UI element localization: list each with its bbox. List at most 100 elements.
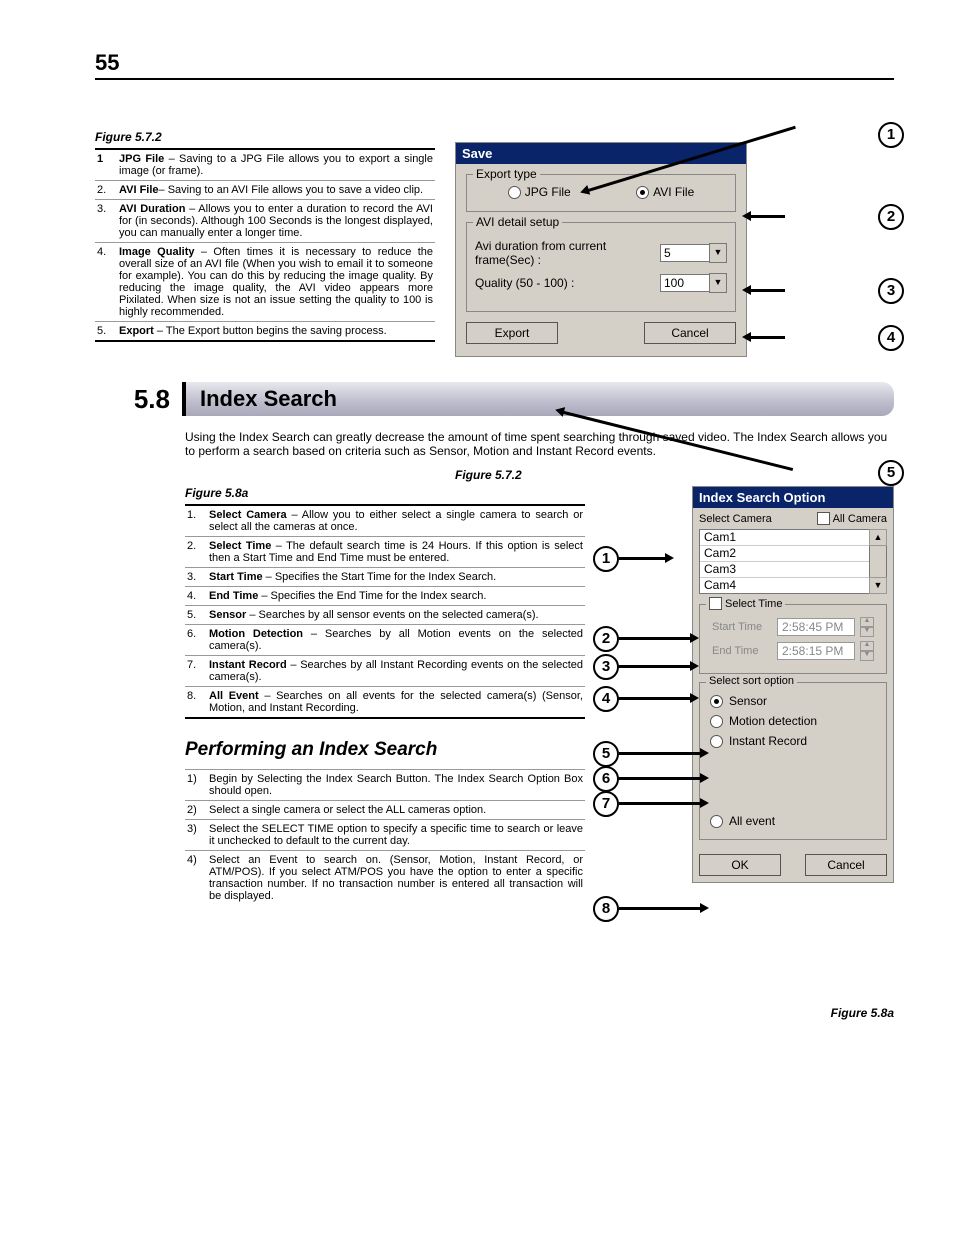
allevent-radio[interactable]: All event bbox=[706, 811, 880, 831]
callout-arrow bbox=[619, 557, 669, 560]
avi-detail-group: AVI detail setup Avi duration from curre… bbox=[466, 222, 736, 312]
callout-badge: 8 bbox=[593, 896, 619, 922]
callout-arrow bbox=[619, 752, 704, 755]
callout-badge: 3 bbox=[878, 278, 904, 304]
dropdown-icon[interactable]: ▼ bbox=[709, 243, 727, 263]
section-header: 5.8 Index Search bbox=[95, 382, 894, 416]
dialog-title: Index Search Option bbox=[693, 487, 893, 508]
group-legend: Select sort option bbox=[706, 675, 797, 687]
index-search-dialog: Index Search Option Select Camera All Ca… bbox=[692, 486, 894, 883]
table-row: 1JPG File – Saving to a JPG File allows … bbox=[95, 150, 435, 180]
duration-label: Avi duration from current frame(Sec) : bbox=[475, 239, 615, 267]
list-item[interactable]: Cam3 bbox=[700, 562, 869, 578]
quality-input[interactable] bbox=[660, 274, 710, 292]
table-row: 7.Instant Record – Searches by all Insta… bbox=[185, 655, 585, 686]
list-item[interactable]: Cam2 bbox=[700, 546, 869, 562]
end-time-spinner[interactable]: ▲▼ bbox=[860, 641, 874, 661]
duration-input[interactable] bbox=[660, 244, 710, 262]
all-camera-checkbox[interactable] bbox=[817, 512, 830, 525]
list-item[interactable]: Cam4 bbox=[700, 578, 869, 593]
header-rule bbox=[95, 78, 894, 80]
motion-radio[interactable]: Motion detection bbox=[706, 711, 880, 731]
start-time-label: Start Time bbox=[712, 621, 772, 633]
group-legend: Export type bbox=[473, 167, 540, 181]
callout-badge: 5 bbox=[593, 741, 619, 767]
quality-combo[interactable]: ▼ bbox=[660, 273, 727, 293]
callout-arrow bbox=[619, 665, 694, 668]
list-item[interactable]: Cam1 bbox=[700, 530, 869, 546]
table-row: 3)Select the SELECT TIME option to speci… bbox=[185, 819, 585, 850]
table-row: 1.Select Camera – Allow you to either se… bbox=[185, 506, 585, 536]
table-row: 4)Select an Event to search on. (Sensor,… bbox=[185, 850, 585, 905]
subsection-header: Performing an Index Search bbox=[185, 739, 585, 761]
figure-label: Figure 5.7.2 bbox=[95, 130, 435, 144]
callout-arrow bbox=[747, 289, 785, 292]
callout-arrow bbox=[619, 802, 704, 805]
figure-caption: Figure 5.7.2 bbox=[455, 468, 522, 482]
start-time-spinner[interactable]: ▲▼ bbox=[860, 617, 874, 637]
dropdown-icon[interactable]: ▼ bbox=[709, 273, 727, 293]
end-time-value[interactable]: 2:58:15 PM bbox=[777, 642, 855, 660]
table-row: 3.Start Time – Specifies the Start Time … bbox=[185, 567, 585, 586]
right-column: Save Export type JPG File AVI File AVI d… bbox=[455, 130, 894, 342]
section-title: Index Search bbox=[182, 382, 894, 416]
table-row: 4.End Time – Specifies the End Time for … bbox=[185, 586, 585, 605]
cancel-button[interactable]: Cancel bbox=[644, 322, 736, 344]
lower-left-column: Figure 5.8a 1.Select Camera – Allow you … bbox=[185, 486, 585, 905]
all-camera-label: All Camera bbox=[833, 513, 887, 525]
camera-listbox[interactable]: Cam1 Cam2 Cam3 Cam4 ▲▼ bbox=[699, 529, 887, 594]
group-legend: AVI detail setup bbox=[473, 215, 562, 229]
sort-option-group: Select sort option Sensor Motion detecti… bbox=[699, 682, 887, 840]
quality-label: Quality (50 - 100) : bbox=[475, 276, 615, 290]
jpg-radio[interactable]: JPG File bbox=[508, 185, 571, 199]
select-time-checkbox[interactable] bbox=[709, 597, 722, 610]
callout-arrow bbox=[619, 637, 694, 640]
start-time-value[interactable]: 2:58:45 PM bbox=[777, 618, 855, 636]
callout-badge: 2 bbox=[593, 626, 619, 652]
duration-combo[interactable]: ▼ bbox=[660, 243, 727, 263]
export-type-group: Export type JPG File AVI File bbox=[466, 174, 736, 212]
table-row: 2)Select a single camera or select the A… bbox=[185, 800, 585, 819]
callout-badge: 1 bbox=[878, 122, 904, 148]
cancel-button[interactable]: Cancel bbox=[805, 854, 887, 876]
table-row: 4.Image Quality – Often times it is nece… bbox=[95, 242, 435, 321]
scrollbar[interactable]: ▲▼ bbox=[870, 529, 887, 594]
callout-badge: 4 bbox=[593, 686, 619, 712]
sensor-radio[interactable]: Sensor bbox=[706, 691, 880, 711]
table-row: 3.AVI Duration – Allows you to enter a d… bbox=[95, 199, 435, 242]
lower-right-column: Index Search Option Select Camera All Ca… bbox=[601, 486, 894, 905]
ok-button[interactable]: OK bbox=[699, 854, 781, 876]
callout-arrow bbox=[619, 777, 704, 780]
definitions-table: 1.Select Camera – Allow you to either se… bbox=[185, 504, 585, 719]
callout-badge: 4 bbox=[878, 325, 904, 351]
steps-table: 1)Begin by Selecting the Index Search Bu… bbox=[185, 769, 585, 905]
select-time-group: Select Time Start Time 2:58:45 PM ▲▼ End… bbox=[699, 604, 887, 674]
page: 55 Figure 5.7.2 1JPG File – Saving to a … bbox=[0, 0, 954, 1235]
callout-arrow bbox=[747, 336, 785, 339]
table-row: 6.Motion Detection – Searches by all Mot… bbox=[185, 624, 585, 655]
definitions-table: 1JPG File – Saving to a JPG File allows … bbox=[95, 148, 435, 342]
save-dialog: Save Export type JPG File AVI File AVI d… bbox=[455, 142, 747, 357]
section-intro: Using the Index Search can greatly decre… bbox=[185, 430, 894, 458]
table-row: 2.AVI File– Saving to an AVI File allows… bbox=[95, 180, 435, 199]
callout-badge: 7 bbox=[593, 791, 619, 817]
end-time-label: End Time bbox=[712, 645, 772, 657]
select-camera-label: Select Camera bbox=[699, 513, 772, 525]
page-number: 55 bbox=[95, 50, 894, 76]
avi-radio[interactable]: AVI File bbox=[636, 185, 694, 199]
callout-badge: 3 bbox=[593, 654, 619, 680]
callout-badge: 5 bbox=[878, 460, 904, 486]
table-row: 1)Begin by Selecting the Index Search Bu… bbox=[185, 770, 585, 800]
instant-radio[interactable]: Instant Record bbox=[706, 731, 880, 751]
figure-caption: Figure 5.8a bbox=[831, 1006, 894, 1020]
callout-badge: 2 bbox=[878, 204, 904, 230]
callout-arrow bbox=[619, 697, 694, 700]
upper-section: Figure 5.7.2 1JPG File – Saving to a JPG… bbox=[95, 130, 894, 342]
table-row: 2.Select Time – The default search time … bbox=[185, 536, 585, 567]
callout-arrow bbox=[619, 907, 704, 910]
callout-badge: 1 bbox=[593, 546, 619, 572]
left-column: Figure 5.7.2 1JPG File – Saving to a JPG… bbox=[95, 130, 435, 342]
section-number: 5.8 bbox=[95, 384, 182, 415]
export-button[interactable]: Export bbox=[466, 322, 558, 344]
table-row: 5.Sensor – Searches by all sensor events… bbox=[185, 605, 585, 624]
